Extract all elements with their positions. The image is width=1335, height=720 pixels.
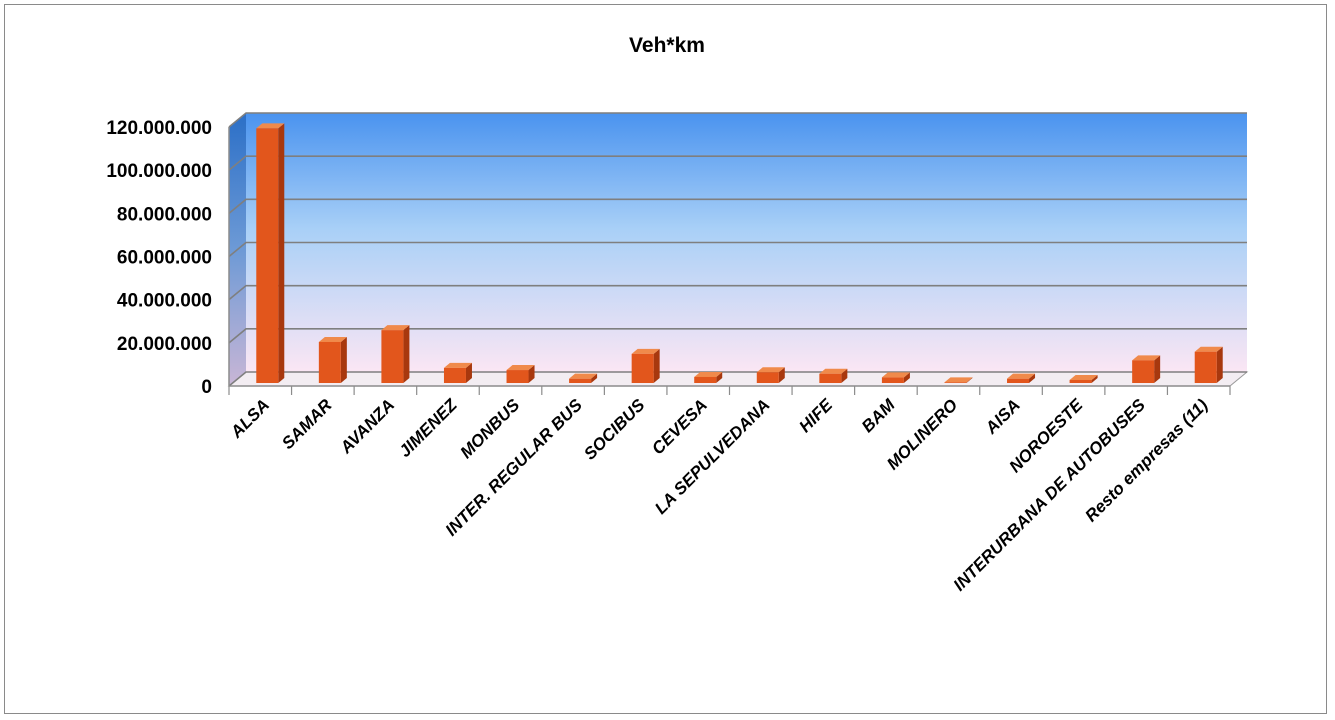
bar-side (903, 372, 910, 383)
bar-side (841, 368, 848, 383)
bar (256, 123, 285, 384)
x-tick-label: JIMENEZ (395, 395, 461, 461)
bar-front (569, 378, 592, 383)
gridline (228, 241, 1247, 258)
bar-front (443, 367, 466, 383)
bar-side (591, 373, 598, 383)
bar (694, 371, 723, 383)
gridline (228, 155, 1247, 171)
x-tick-label: AISA (981, 395, 1024, 438)
bar-top (819, 368, 848, 374)
bar-top (1007, 373, 1036, 379)
bar-side (403, 325, 410, 383)
gridlines (228, 112, 1247, 387)
x-tick-label: SOCIBUS (580, 395, 649, 464)
bar-top (569, 373, 598, 379)
bar (318, 336, 347, 383)
bar-top (944, 377, 973, 383)
bar-front (381, 330, 404, 383)
bar-front (819, 373, 842, 383)
bar (819, 368, 848, 383)
y-tick-label: 20.000.000 (117, 334, 212, 355)
bar-side (778, 367, 785, 383)
gridline (228, 284, 1247, 301)
x-tick-label: HIFE (795, 395, 836, 436)
x-axis (228, 385, 1231, 395)
bar-side (1216, 346, 1223, 383)
gridline (228, 198, 1247, 214)
bar-top (318, 336, 347, 342)
bar-front (1132, 360, 1155, 383)
bar-side (528, 365, 535, 383)
y-tick-label: 80.000.000 (117, 204, 212, 225)
bars (256, 123, 1223, 384)
x-tick-label: AVANZA (336, 395, 398, 457)
bar (756, 367, 785, 383)
y-tick-label: 0 (201, 377, 212, 398)
x-tick-label: SAMAR (278, 395, 336, 453)
bar-front (1069, 379, 1092, 383)
bar-front (694, 376, 717, 383)
bar (1194, 346, 1223, 383)
bar-front (944, 382, 967, 383)
bar-side (1091, 374, 1098, 383)
x-tick-label: BAM (858, 395, 899, 436)
bar-side (716, 371, 723, 383)
bar (881, 372, 910, 383)
bar-top (443, 362, 472, 368)
x-tick-label: Resto empresas (11) (1081, 395, 1211, 525)
bar-top (256, 123, 285, 129)
y-tick-label: 60.000.000 (117, 248, 212, 269)
gridline (228, 328, 1247, 344)
bar-side (278, 123, 285, 384)
gridline (228, 112, 1247, 128)
y-axis-ticks: 0 20.000.000 40.000.000 60.000.000 80.000.00… (106, 118, 230, 398)
x-tick-label: CEVESA (648, 395, 711, 458)
bar-front (256, 128, 279, 383)
bar (1132, 355, 1161, 383)
bar-top (506, 365, 535, 371)
bar-top (1069, 374, 1098, 380)
y-tick-label: 40.000.000 (117, 291, 212, 312)
bar-top (1132, 355, 1161, 361)
gridline (228, 371, 1247, 387)
bar-top (881, 372, 910, 378)
bar-top (631, 348, 660, 354)
x-tick-label: ALSA (226, 395, 273, 442)
bar (443, 362, 472, 383)
bar-side (1029, 373, 1036, 383)
bar-side (1154, 355, 1161, 383)
bar (506, 365, 535, 383)
bar-side (966, 377, 973, 383)
bar-front (1194, 351, 1217, 383)
bar-top (756, 367, 785, 373)
bar-side (653, 348, 660, 383)
bar-top (381, 325, 410, 331)
bar-side (340, 336, 347, 383)
x-tick-label: MONBUS (456, 395, 523, 462)
bar-front (506, 370, 529, 383)
bar (569, 373, 598, 383)
bar (381, 325, 410, 383)
chart-title: Veh*km (629, 34, 705, 57)
bar-front (1007, 378, 1030, 383)
bar-front (881, 377, 904, 383)
bar-side (465, 362, 472, 383)
bar (631, 348, 660, 383)
y-tick-label: 100.000.000 (106, 161, 212, 182)
bar (1069, 374, 1098, 383)
bar (1007, 373, 1036, 383)
y-tick-label: 120.000.000 (106, 118, 212, 139)
bar-front (318, 341, 341, 383)
bar (944, 377, 973, 383)
bar-top (1194, 346, 1223, 352)
x-tick-label: LA SEPULVEDANA (651, 395, 774, 518)
bar-front (756, 372, 779, 383)
bar-front (631, 353, 654, 383)
bar-top (694, 371, 723, 377)
